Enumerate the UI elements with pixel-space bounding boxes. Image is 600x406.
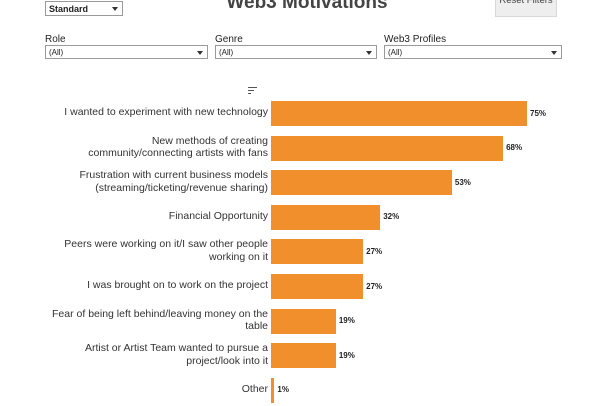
category-label-line: Other: [241, 383, 268, 396]
chevron-down-icon: [197, 51, 203, 55]
category-label-line: Financial Opportunity: [168, 210, 268, 223]
category-label: Fear of being left behind/leaving money …: [8, 308, 268, 333]
bar-value-label: 32%: [383, 212, 400, 222]
category-label: Artist or Artist Team wanted to pursue a…: [8, 342, 268, 367]
bar[interactable]: [271, 274, 364, 299]
category-label-line: I wanted to experiment with new technolo…: [64, 106, 268, 119]
bar-value-label: 19%: [338, 350, 355, 360]
bar-value-label: 27%: [366, 281, 383, 291]
bar-value-label: 1%: [277, 385, 289, 395]
view-select[interactable]: Standard: [45, 1, 123, 16]
genre-filter-select[interactable]: (All): [215, 45, 377, 59]
bar[interactable]: [271, 204, 381, 230]
bar-value-label: 27%: [366, 246, 383, 256]
sort-icon[interactable]: [248, 87, 257, 96]
web3-profiles-filter-select[interactable]: (All): [384, 45, 562, 59]
category-label: Frustration with current business models…: [8, 169, 269, 194]
bar[interactable]: [271, 343, 336, 369]
category-label: I was brought on to work on the project: [8, 279, 268, 292]
bar[interactable]: [271, 377, 275, 403]
role-filter-select[interactable]: (All): [45, 45, 208, 59]
bar[interactable]: [271, 170, 452, 196]
category-label: Peers were working on it/I saw other peo…: [8, 238, 268, 263]
category-label-line: project/look into it: [186, 354, 268, 367]
view-select-value: Standard: [49, 4, 89, 14]
bar[interactable]: [271, 135, 504, 161]
role-filter-value: (All): [49, 48, 64, 57]
genre-filter-label: Genre: [215, 34, 243, 45]
bar[interactable]: [271, 308, 336, 334]
category-label-line: (streaming/ticketing/revenue sharing): [95, 181, 268, 194]
category-label-line: Fear of being left behind/leaving money …: [52, 307, 268, 320]
category-label-line: Artist or Artist Team wanted to pursue a: [84, 342, 268, 355]
category-label: Financial Opportunity: [8, 210, 268, 223]
bar[interactable]: [271, 239, 364, 265]
category-label: I wanted to experiment with new technolo…: [8, 106, 268, 119]
bar[interactable]: [271, 101, 527, 126]
category-label-line: table: [245, 320, 268, 333]
category-label-line: New methods of creating: [151, 134, 268, 147]
category-label: New methods of creating community/connect…: [8, 135, 268, 160]
chevron-down-icon: [112, 7, 118, 11]
bar-value-label: 53%: [454, 177, 471, 187]
bar-value-label: 19%: [338, 316, 355, 326]
page-title: Web3 Motivations: [226, 0, 388, 13]
bar-value-label: 68%: [506, 143, 523, 153]
category-label-line: Frustration with current business models: [79, 169, 269, 182]
web3-profiles-filter-label: Web3 Profiles: [384, 34, 447, 45]
role-filter-label: Role: [45, 34, 66, 45]
category-label-line: community/connecting artists with fans: [88, 147, 268, 160]
chevron-down-icon: [366, 51, 372, 55]
category-label: Other: [8, 383, 268, 396]
reset-filters-button[interactable]: Reset Filters: [495, 0, 557, 17]
category-label-line: Peers were working on it/I saw other peo…: [64, 238, 268, 251]
web3-profiles-filter-value: (All): [388, 48, 403, 57]
bar-value-label: 75%: [530, 108, 547, 118]
genre-filter-value: (All): [219, 48, 234, 57]
category-label-line: I was brought on to work on the project: [87, 279, 268, 292]
chevron-down-icon: [551, 51, 557, 55]
category-label-line: working on it: [209, 250, 268, 263]
